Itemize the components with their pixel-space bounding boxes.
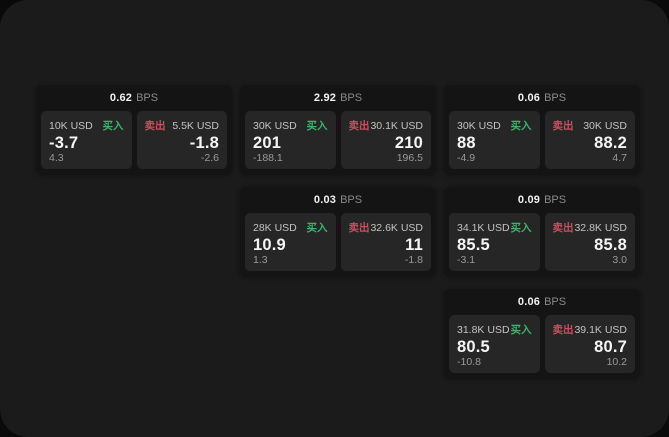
buy-sub-value: -188.1: [253, 151, 283, 164]
panels: 30K USD 买入 201 -188.1 卖出 30.1K USD 210 1…: [245, 111, 431, 169]
buy-panel[interactable]: 30K USD 买入 201 -188.1: [245, 111, 336, 169]
sell-sub-value: -2.6: [200, 151, 219, 164]
bps-value: 0.06: [517, 92, 541, 104]
sell-label: 卖出: [348, 120, 370, 132]
sell-size: 5.5K USD: [172, 120, 219, 132]
buy-panel[interactable]: 30K USD 买入 88 -4.9: [449, 111, 540, 169]
sell-label: 卖出: [552, 120, 574, 132]
panels: 10K USD 买入 -3.7 4.3 卖出 5.5K USD -1.8 -2.…: [41, 111, 227, 169]
bps-value: 0.09: [517, 194, 541, 206]
panels: 34.1K USD 买入 85.5 -3.1 卖出 32.8K USD 85.8…: [449, 213, 635, 271]
panels: 31.8K USD 买入 80.5 -10.8 卖出 39.1K USD 80.…: [449, 315, 635, 373]
buy-sub-value: 1.3: [253, 253, 268, 266]
panels: 28K USD 买入 10.9 1.3 卖出 32.6K USD 11 -1.8: [245, 213, 431, 271]
buy-label: 买入: [102, 120, 124, 132]
buy-size: 28K USD: [253, 222, 297, 234]
sell-sub-value: -1.8: [404, 253, 423, 266]
bps-unit-label: BPS: [136, 92, 159, 104]
card-header: 0.03 BPS: [245, 187, 431, 213]
buy-label: 买入: [306, 120, 328, 132]
sell-size: 39.1K USD: [574, 324, 627, 336]
buy-size: 30K USD: [457, 120, 501, 132]
sell-price: 210: [394, 133, 423, 152]
sell-label: 卖出: [552, 324, 574, 336]
bps-unit-label: BPS: [340, 92, 363, 104]
buy-label: 买入: [510, 120, 532, 132]
sell-size: 30.1K USD: [370, 120, 423, 132]
buy-label: 买入: [306, 222, 328, 234]
buy-size: 10K USD: [49, 120, 93, 132]
sell-panel[interactable]: 卖出 32.6K USD 11 -1.8: [340, 213, 431, 271]
panels: 30K USD 买入 88 -4.9 卖出 30K USD 88.2 4.7: [449, 111, 635, 169]
buy-price: 10.9: [253, 235, 286, 254]
sell-panel[interactable]: 卖出 39.1K USD 80.7 10.2: [544, 315, 635, 373]
quote-card-1: 0.62 BPS 10K USD 买入 -3.7 4.3 卖出 5.5K USD: [36, 85, 232, 174]
quote-card-2: 2.92 BPS 30K USD 买入 201 -188.1 卖出 30.1K …: [240, 85, 436, 174]
bps-unit-label: BPS: [544, 194, 567, 206]
buy-label: 买入: [510, 222, 532, 234]
buy-panel[interactable]: 31.8K USD 买入 80.5 -10.8: [449, 315, 540, 373]
card-header: 0.62 BPS: [41, 85, 227, 111]
bps-unit-label: BPS: [340, 194, 363, 206]
buy-label: 买入: [510, 324, 532, 336]
quote-card-4: 0.03 BPS 28K USD 买入 10.9 1.3 卖出 32.6K US…: [240, 187, 436, 276]
buy-price: 88: [457, 133, 476, 152]
sell-price: 88.2: [594, 133, 627, 152]
bps-value: 0.62: [109, 92, 133, 104]
sell-size: 32.8K USD: [574, 222, 627, 234]
buy-size: 34.1K USD: [457, 222, 510, 234]
buy-price: 201: [253, 133, 282, 152]
sell-price: -1.8: [189, 133, 219, 152]
bps-value: 0.06: [517, 296, 541, 308]
quote-card-6: 0.06 BPS 31.8K USD 买入 80.5 -10.8 卖出 39.1…: [444, 289, 640, 378]
buy-sub-value: -3.1: [457, 253, 476, 266]
sell-price: 80.7: [594, 337, 627, 356]
bps-value: 2.92: [313, 92, 337, 104]
sell-label: 卖出: [552, 222, 574, 234]
sell-sub-value: 4.7: [612, 151, 627, 164]
card-header: 0.06 BPS: [449, 289, 635, 315]
sell-panel[interactable]: 卖出 30K USD 88.2 4.7: [544, 111, 635, 169]
card-header: 0.09 BPS: [449, 187, 635, 213]
buy-panel[interactable]: 28K USD 买入 10.9 1.3: [245, 213, 336, 271]
bps-unit-label: BPS: [544, 296, 567, 308]
bps-unit-label: BPS: [544, 92, 567, 104]
buy-size: 30K USD: [253, 120, 297, 132]
sell-size: 32.6K USD: [370, 222, 423, 234]
quote-card-3: 0.06 BPS 30K USD 买入 88 -4.9 卖出 30K USD: [444, 85, 640, 174]
buy-price: 80.5: [457, 337, 490, 356]
sell-panel[interactable]: 卖出 5.5K USD -1.8 -2.6: [136, 111, 227, 169]
buy-panel[interactable]: 34.1K USD 买入 85.5 -3.1: [449, 213, 540, 271]
sell-price: 85.8: [594, 235, 627, 254]
sell-panel[interactable]: 卖出 30.1K USD 210 196.5: [340, 111, 431, 169]
buy-size: 31.8K USD: [457, 324, 510, 336]
buy-sub-value: 4.3: [49, 151, 64, 164]
sell-label: 卖出: [144, 120, 166, 132]
sell-sub-value: 10.2: [606, 355, 627, 368]
sell-label: 卖出: [348, 222, 370, 234]
buy-price: 85.5: [457, 235, 490, 254]
card-header: 0.06 BPS: [449, 85, 635, 111]
buy-sub-value: -10.8: [457, 355, 481, 368]
buy-sub-value: -4.9: [457, 151, 476, 164]
buy-panel[interactable]: 10K USD 买入 -3.7 4.3: [41, 111, 132, 169]
sell-sub-value: 3.0: [612, 253, 627, 266]
buy-price: -3.7: [49, 133, 79, 152]
card-header: 2.92 BPS: [245, 85, 431, 111]
sell-panel[interactable]: 卖出 32.8K USD 85.8 3.0: [544, 213, 635, 271]
bps-value: 0.03: [313, 194, 337, 206]
sell-size: 30K USD: [583, 120, 627, 132]
sell-sub-value: 196.5: [396, 151, 423, 164]
quote-card-grid: 0.62 BPS 10K USD 买入 -3.7 4.3 卖出 5.5K USD: [36, 85, 640, 378]
sell-price: 11: [405, 235, 423, 254]
quote-card-5: 0.09 BPS 34.1K USD 买入 85.5 -3.1 卖出 32.8K…: [444, 187, 640, 276]
